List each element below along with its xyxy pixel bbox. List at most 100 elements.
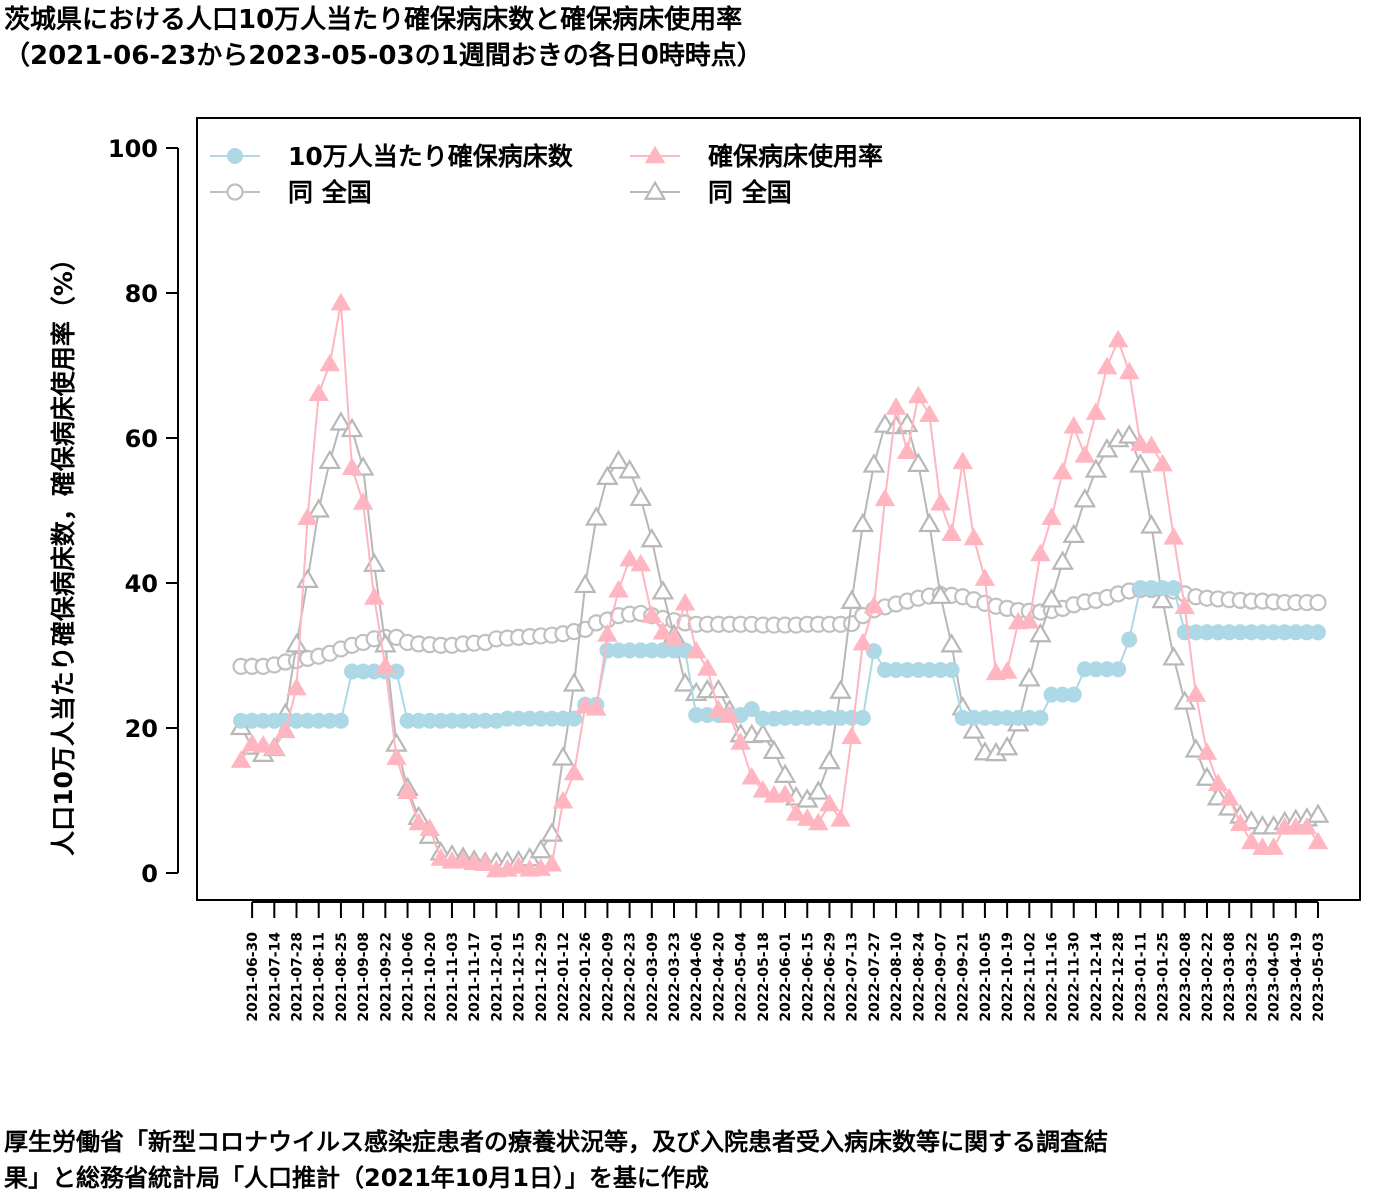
- x-tick-label: 2022-03-23: [667, 932, 683, 1022]
- x-tick-label: 2023-03-22: [1244, 932, 1260, 1022]
- data-point: [730, 732, 751, 750]
- data-point: [1040, 588, 1063, 608]
- legend-marker: [227, 148, 243, 164]
- data-point: [941, 523, 962, 541]
- data-point: [697, 658, 718, 676]
- x-tick-label: 2023-02-08: [1178, 932, 1194, 1022]
- data-point: [1218, 787, 1240, 806]
- x-tick-label: 2021-07-28: [290, 932, 306, 1022]
- data-point: [618, 459, 641, 479]
- x-tick-label: 2023-04-05: [1267, 932, 1283, 1022]
- data-point: [1130, 433, 1151, 452]
- data-point: [896, 441, 918, 460]
- x-tick-label: 2021-09-08: [356, 932, 372, 1022]
- x-tick-label: 2022-07-27: [867, 932, 883, 1022]
- data-point: [1207, 773, 1229, 792]
- data-point: [930, 492, 951, 511]
- data-point: [286, 677, 307, 696]
- data-point: [341, 457, 363, 475]
- data-point: [885, 397, 907, 415]
- data-point: [586, 698, 607, 716]
- data-point: [808, 812, 829, 831]
- x-tick-label: 2022-01-12: [556, 932, 572, 1022]
- data-point: [1074, 445, 1096, 463]
- y-axis-label: 人口10万人当たり確保病床数，確保病床使用率（%）: [49, 246, 78, 856]
- data-point: [1196, 742, 1218, 760]
- x-tick-label: 2023-03-08: [1222, 932, 1238, 1022]
- x-tick-label: 2022-04-20: [711, 932, 727, 1022]
- data-point: [275, 720, 296, 739]
- line-chart: 人口10万人当たり確保病床数，確保病床使用率（%） 0 20 40 60 80 100 2…: [49, 117, 1361, 1022]
- x-tick-label: 2021-12-29: [534, 932, 550, 1022]
- data-point: [840, 589, 863, 609]
- data-point: [1165, 580, 1182, 597]
- x-tick-label: 2022-11-30: [1067, 932, 1083, 1022]
- legend-marker: [643, 180, 667, 200]
- x-tick-label: 2021-12-15: [512, 932, 528, 1022]
- data-point: [762, 739, 786, 760]
- data-point: [562, 672, 586, 692]
- data-point: [1117, 424, 1141, 444]
- data-point: [874, 488, 896, 507]
- data-point: [1310, 624, 1326, 641]
- data-point: [807, 780, 830, 800]
- data-point: [996, 661, 1018, 679]
- data-point: [651, 580, 675, 600]
- legend-label: 10万人当たり確保病床数: [288, 142, 574, 171]
- data-point: [252, 735, 274, 753]
- legend-item: 同 全国: [210, 178, 372, 207]
- data-point: [596, 465, 619, 485]
- data-point: [1129, 453, 1152, 473]
- data-point: [918, 512, 941, 533]
- y-tick-label: 40: [125, 570, 158, 598]
- x-tick-label: 2021-10-06: [401, 932, 417, 1022]
- data-point: [940, 633, 963, 653]
- data-point: [641, 605, 663, 623]
- data-point: [1073, 488, 1097, 508]
- data-point: [1306, 803, 1330, 823]
- data-point: [1107, 329, 1129, 348]
- legend-label: 確保病床使用率: [708, 142, 883, 171]
- data-point: [943, 662, 960, 678]
- source-caption: 厚生労働省「新型コロナウイルス感染症患者の療養状況等，及び入院患者受入病床数等に…: [4, 1124, 1108, 1196]
- data-point: [541, 853, 563, 872]
- data-point: [974, 568, 996, 586]
- caption-line-1: 厚生労働省「新型コロナウイルス感染症患者の療養状況等，及び入院患者受入病床数等に…: [4, 1128, 1108, 1156]
- data-point: [1052, 461, 1073, 480]
- legend-label: 同 全国: [288, 178, 372, 207]
- data-point: [1030, 543, 1051, 562]
- data-point: [797, 808, 818, 826]
- y-tick-label: 20: [125, 715, 158, 743]
- x-tick-label: 2023-05-03: [1311, 932, 1327, 1022]
- caption-line-2: 果」と総務省統計局「人口推計（2021年10月1日）」を基に作成: [4, 1164, 709, 1192]
- data-point: [1174, 596, 1196, 615]
- x-tick-label: 2022-07-13: [845, 932, 861, 1022]
- data-point: [1163, 526, 1184, 545]
- data-point: [397, 781, 418, 800]
- data-point: [1185, 684, 1207, 702]
- data-point: [1119, 361, 1140, 380]
- data-point: [452, 850, 474, 868]
- x-tick-label: 2023-01-25: [1156, 932, 1172, 1022]
- data-point: [743, 701, 760, 718]
- data-point: [1263, 837, 1284, 855]
- data-point: [1110, 661, 1127, 678]
- data-point: [1062, 523, 1086, 544]
- data-point: [1151, 588, 1174, 609]
- x-tick-label: 2021-09-22: [378, 932, 394, 1022]
- x-tick-label: 2021-11-17: [467, 932, 483, 1022]
- data-point: [297, 507, 318, 525]
- data-point: [475, 853, 496, 871]
- x-tick-label: 2022-06-15: [800, 932, 816, 1022]
- x-tick-label: 2022-12-28: [1111, 932, 1127, 1022]
- data-point: [1240, 809, 1263, 830]
- x-tick-label: 2022-11-16: [1045, 932, 1061, 1022]
- data-point: [1296, 816, 1318, 835]
- y-axis: 0 20 40 60 80 100: [108, 135, 179, 888]
- x-tick-label: 2022-12-14: [1089, 932, 1105, 1022]
- data-point: [1095, 438, 1119, 458]
- x-tick-label: 2021-07-14: [267, 932, 283, 1022]
- data-point: [963, 527, 985, 546]
- data-point: [741, 766, 762, 785]
